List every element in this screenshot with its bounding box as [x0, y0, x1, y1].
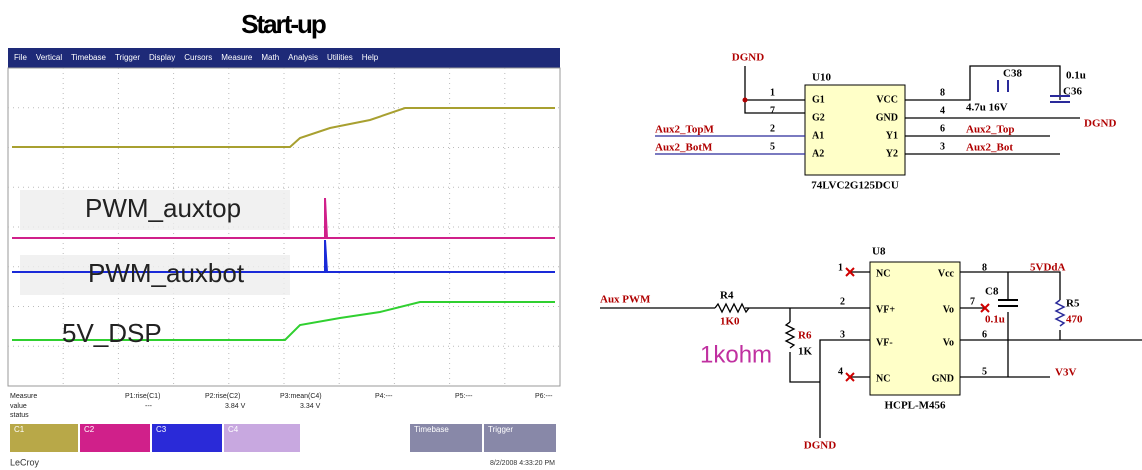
measure-cell: value: [10, 403, 27, 410]
pin-name: A1: [812, 130, 824, 141]
brand: LeCroy: [10, 457, 40, 467]
measure-header: P6:---: [535, 393, 553, 400]
pin-name: Vcc: [938, 268, 955, 279]
measure-cell: 3.84 V: [225, 403, 246, 410]
menu-item: Trigger: [115, 53, 140, 62]
pin-name: VCC: [876, 94, 898, 105]
menu-item: Math: [261, 53, 279, 62]
resistor-ref: R5: [1066, 298, 1080, 310]
scope-title: Start-up: [241, 9, 326, 39]
ic-part: 74LVC2G125DCU: [811, 180, 899, 192]
figure: Start-up File Vertical Timebase Trigger Disp…: [0, 0, 1142, 470]
pin-name: Y1: [886, 130, 898, 141]
pin-number: 4: [940, 105, 945, 116]
trace-label: 5V_DSP: [62, 318, 162, 348]
net-label: 5VDdA: [1030, 262, 1066, 274]
pin-name: Y2: [886, 148, 898, 159]
ic-ref: U8: [872, 246, 886, 258]
pin-number: 1: [838, 262, 843, 273]
measure-cell: ---: [145, 403, 153, 410]
pin-number: 6: [940, 123, 945, 134]
menu-item: Analysis: [288, 53, 318, 62]
measure-header: P2:rise(C2): [205, 393, 240, 400]
trace-label: PWM_auxtop: [85, 193, 241, 223]
ground-label: DGND: [732, 52, 764, 64]
resistor-ref: R6: [798, 330, 812, 342]
measure-header: P3:mean(C4): [280, 393, 322, 400]
pin-name: Vo: [943, 337, 954, 348]
cap-ref: C8: [985, 286, 999, 298]
pin-number: 7: [770, 105, 775, 116]
pin-name: A2: [812, 148, 824, 159]
menu-item: Help: [362, 53, 379, 62]
measure-header: P1:rise(C1): [125, 393, 160, 400]
resistor-ref: R4: [720, 290, 734, 302]
timebase-label: Timebase: [414, 425, 449, 434]
pin-number: 3: [940, 141, 945, 152]
pin-name: VF+: [876, 304, 895, 315]
menu-item: Cursors: [184, 53, 212, 62]
pin-number: 2: [770, 123, 775, 134]
pin-number: 2: [840, 296, 845, 307]
pin-number: 4: [838, 366, 843, 377]
pin-name: NC: [876, 373, 890, 384]
menu-item: Utilities: [327, 53, 353, 62]
measure-header: P5:---: [455, 393, 473, 400]
pin-number: 7: [970, 296, 975, 307]
cap-value: 0.1u: [985, 314, 1005, 326]
channel-label: C4: [228, 425, 239, 434]
measure-cell: 3.34 V: [300, 403, 321, 410]
pin-name: G1: [812, 94, 825, 105]
pin-number: 6: [982, 329, 987, 340]
pin-name: NC: [876, 268, 890, 279]
cap-ref: C38: [1003, 68, 1022, 80]
net-label: V3V: [1055, 367, 1076, 379]
pin-name: GND: [876, 112, 898, 123]
ground-label: DGND: [1084, 118, 1116, 130]
channel-label: C2: [84, 425, 95, 434]
pin-name: Vo: [943, 304, 954, 315]
net-label: Aux PWM: [600, 294, 651, 306]
menu-item: Timebase: [71, 53, 106, 62]
net-label: Aux2_Bot: [966, 142, 1013, 154]
trace-label: PWM_auxbot: [88, 258, 245, 288]
pin-number: 5: [982, 366, 987, 377]
ic-ref: U10: [812, 72, 831, 84]
net-label: Aux2_BotM: [655, 142, 713, 154]
resistor-value: 1K0: [720, 316, 740, 328]
ground-label: DGND: [804, 440, 836, 452]
net-label: Aux2_TopM: [655, 124, 715, 136]
channel-label: C3: [156, 425, 167, 434]
pin-number: 1: [770, 87, 775, 98]
cap-value: 4.7u 16V: [966, 102, 1008, 114]
pin-number: 3: [840, 329, 845, 340]
pin-name: G2: [812, 112, 825, 123]
date: 8/2/2008 4:33:20 PM: [490, 460, 555, 467]
resistor-value: 470: [1066, 314, 1083, 326]
menu-item: Display: [149, 53, 175, 62]
measure-cell: status: [10, 412, 29, 419]
net-label: Aux2_Top: [966, 124, 1015, 136]
pin-number: 5: [770, 141, 775, 152]
cap-value: 0.1u: [1066, 70, 1086, 82]
menu-item: Measure: [221, 53, 253, 62]
channel-label: C1: [14, 425, 25, 434]
pin-name: VF-: [876, 337, 893, 348]
measure-header: Measure: [10, 393, 37, 400]
cap-ref: C36: [1063, 86, 1082, 98]
annotation: 1kohm: [700, 341, 772, 368]
menu-item: Vertical: [36, 53, 62, 62]
menu-item: File: [14, 53, 27, 62]
pin-number: 8: [982, 262, 987, 273]
resistor-value: 1K: [798, 346, 813, 358]
pin-number: 8: [940, 87, 945, 98]
measure-header: P4:---: [375, 393, 393, 400]
ic-part: HCPL-M456: [884, 400, 946, 412]
trigger-label: Trigger: [488, 425, 513, 434]
pin-name: GND: [932, 373, 954, 384]
